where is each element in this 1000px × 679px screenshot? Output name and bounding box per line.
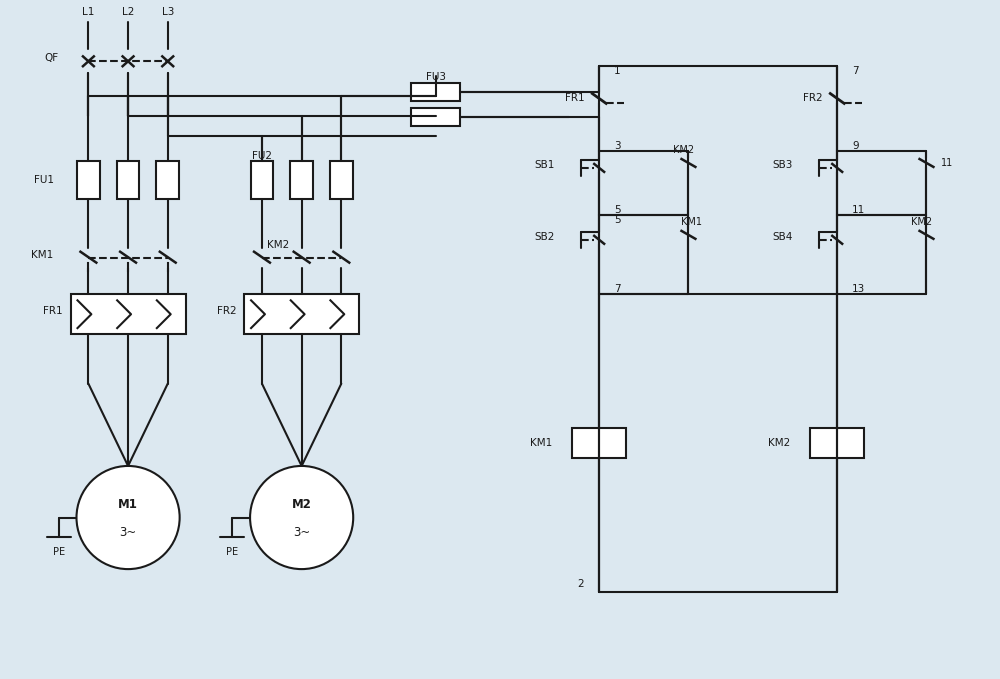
Text: FU3: FU3	[426, 72, 446, 82]
Text: L3: L3	[162, 7, 174, 17]
Bar	[810, 428, 864, 458]
Text: 7: 7	[614, 285, 621, 295]
Text: FR1: FR1	[43, 306, 63, 316]
Bar	[71, 295, 186, 334]
Text: FR2: FR2	[803, 94, 822, 103]
Text: 5: 5	[614, 215, 621, 225]
Bar	[411, 108, 460, 126]
Text: KM2: KM2	[768, 438, 790, 448]
Text: L1: L1	[82, 7, 95, 17]
Text: PE: PE	[53, 547, 65, 557]
Text: 9: 9	[852, 141, 859, 151]
Text: KM2: KM2	[267, 240, 289, 250]
Text: 5: 5	[614, 205, 621, 215]
Bar	[77, 162, 100, 199]
Text: 3: 3	[614, 141, 621, 151]
Bar	[411, 83, 460, 101]
Text: KM1: KM1	[530, 438, 552, 448]
Text: 13: 13	[852, 285, 865, 295]
Text: M1: M1	[118, 498, 138, 511]
Text: KM2: KM2	[911, 217, 932, 227]
Text: 1: 1	[614, 67, 621, 76]
Text: M2: M2	[292, 498, 312, 511]
Bar	[572, 428, 626, 458]
Text: 2: 2	[578, 579, 584, 589]
Text: SB4: SB4	[772, 232, 793, 242]
Circle shape	[250, 466, 353, 569]
Text: KM2: KM2	[673, 145, 694, 155]
Bar	[244, 295, 359, 334]
Text: 7: 7	[852, 67, 859, 76]
Bar	[156, 162, 179, 199]
Bar	[290, 162, 313, 199]
Text: SB2: SB2	[534, 232, 555, 242]
Text: SB1: SB1	[534, 160, 555, 170]
Bar	[251, 162, 273, 199]
Text: 11: 11	[852, 205, 865, 215]
Text: 3~: 3~	[293, 526, 310, 539]
Bar	[117, 162, 139, 199]
Text: 3~: 3~	[119, 526, 137, 539]
Text: FR2: FR2	[217, 306, 236, 316]
Text: L2: L2	[122, 7, 134, 17]
Text: FU2: FU2	[252, 151, 272, 160]
Bar	[330, 162, 353, 199]
Text: QF: QF	[45, 54, 59, 63]
Circle shape	[76, 466, 180, 569]
Text: KM1: KM1	[31, 250, 54, 259]
Text: PE: PE	[226, 547, 238, 557]
Text: KM1: KM1	[681, 217, 702, 227]
Text: SB3: SB3	[772, 160, 793, 170]
Text: FR1: FR1	[565, 94, 584, 103]
Text: FU1: FU1	[34, 175, 54, 185]
Text: 11: 11	[941, 158, 954, 168]
